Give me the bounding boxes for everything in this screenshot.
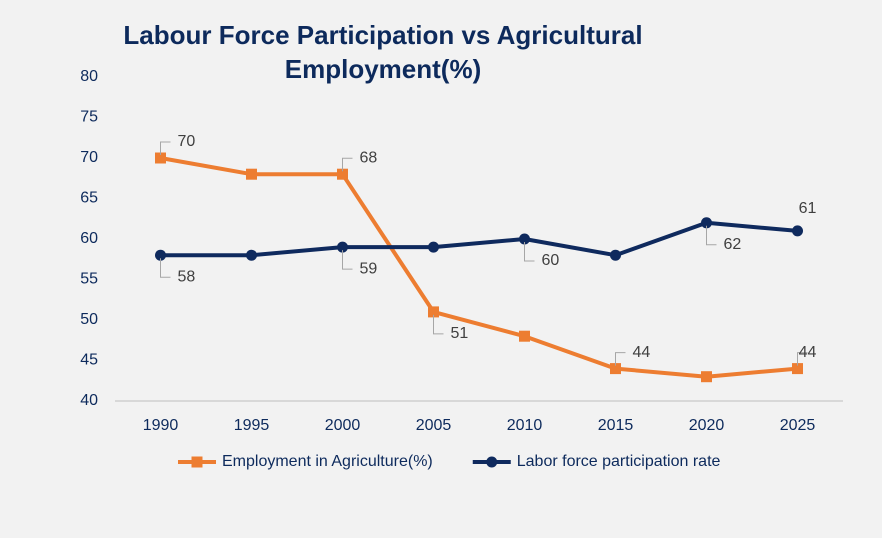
y-tick-label: 50 xyxy=(80,311,98,328)
point xyxy=(610,363,621,375)
y-tick-label: 55 xyxy=(80,271,98,288)
series-line xyxy=(160,156,798,379)
x-tick-label: 1995 xyxy=(234,417,270,434)
data-label: 70 xyxy=(178,133,196,150)
leader-line xyxy=(342,157,353,172)
point xyxy=(792,363,803,375)
point xyxy=(428,306,439,318)
point xyxy=(519,330,530,342)
leader-line xyxy=(160,258,171,278)
x-tick-label: 2010 xyxy=(507,417,543,434)
y-tick-label: 40 xyxy=(80,392,98,409)
data-label: 61 xyxy=(799,200,817,217)
y-tick-label: 65 xyxy=(80,190,98,207)
x-tick-label: 2005 xyxy=(416,417,452,434)
y-tick-label: 60 xyxy=(80,230,98,247)
point xyxy=(155,152,166,164)
y-tick-label: 80 xyxy=(80,68,98,85)
x-tick-label: 2020 xyxy=(689,417,725,434)
data-label: 44 xyxy=(799,344,817,361)
chart-title: Labour Force Participation vs Agricultur… xyxy=(123,20,643,84)
x-tick-label: 2000 xyxy=(325,417,361,434)
series-line xyxy=(160,220,798,258)
point xyxy=(701,217,712,229)
leader-line xyxy=(524,242,535,262)
data-label: 58 xyxy=(178,268,196,285)
x-tick-label: 2015 xyxy=(598,417,634,434)
leader-line xyxy=(160,141,171,155)
data-label: 51 xyxy=(451,325,469,342)
point xyxy=(792,225,803,237)
point xyxy=(246,249,257,261)
point xyxy=(155,249,166,261)
point xyxy=(246,168,257,180)
point xyxy=(701,371,712,383)
data-label: 59 xyxy=(360,260,378,277)
point xyxy=(610,249,621,261)
leader-line xyxy=(342,250,353,270)
leader-line xyxy=(706,225,717,246)
leader-line xyxy=(797,352,808,366)
point xyxy=(428,241,439,253)
legend-label: Labor force participation rate xyxy=(517,453,721,470)
legend-marker xyxy=(486,456,498,468)
y-tick-label: 45 xyxy=(80,352,98,369)
x-tick-label: 1990 xyxy=(143,417,179,434)
leader-line xyxy=(615,352,626,366)
y-tick-label: 70 xyxy=(80,149,98,166)
y-tick-label: 75 xyxy=(80,109,98,126)
data-label: 68 xyxy=(360,149,378,166)
data-label: 44 xyxy=(633,344,651,361)
point xyxy=(337,168,348,180)
legend-marker xyxy=(191,456,203,468)
legend-label: Employment in Agriculture(%) xyxy=(222,453,433,470)
data-label: 62 xyxy=(724,236,742,253)
data-label: 60 xyxy=(542,252,560,269)
point xyxy=(337,241,348,253)
leader-line xyxy=(433,314,444,335)
point xyxy=(519,233,530,245)
x-tick-label: 2025 xyxy=(780,417,816,434)
